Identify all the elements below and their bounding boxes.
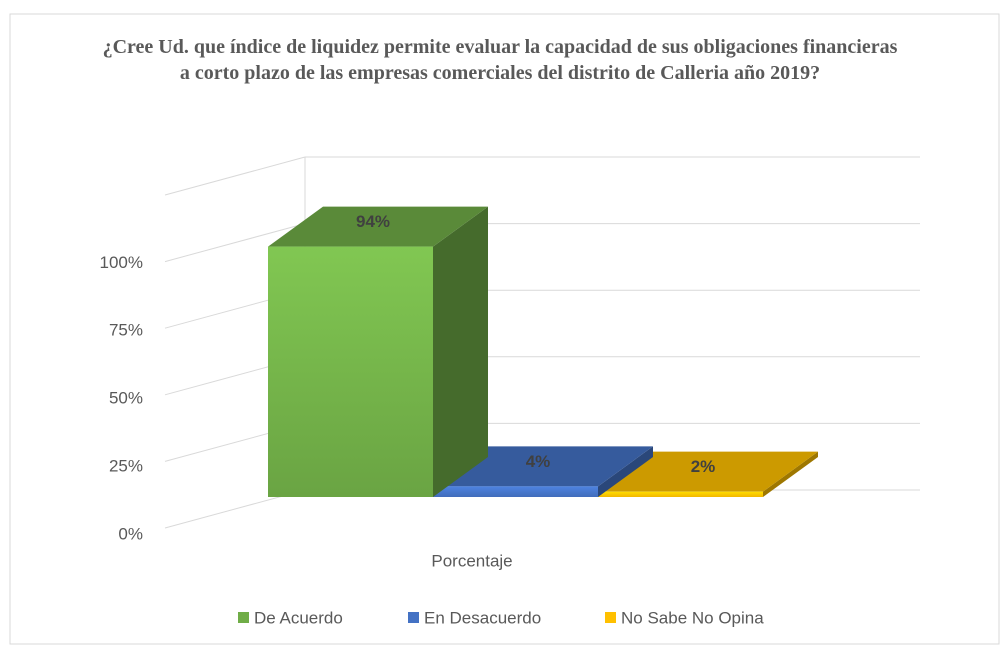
y-tick-label: 75% (109, 321, 143, 340)
chart-title: ¿Cree Ud. que índice de liquidez permite… (102, 36, 898, 84)
data-label: 4% (526, 452, 551, 471)
legend-label: De Acuerdo (254, 608, 343, 627)
legend-swatch (408, 612, 419, 623)
legend-swatch (605, 612, 616, 623)
data-label: 94% (356, 212, 390, 231)
y-tick-label: 0% (118, 524, 143, 543)
bar-side (598, 446, 653, 497)
chart-border (9, 13, 1000, 645)
bar (598, 491, 763, 497)
bar-top (598, 451, 818, 492)
bar-top (268, 206, 488, 247)
bar (433, 486, 598, 497)
bar-side (433, 206, 488, 498)
y-tick-label: 100% (100, 253, 143, 272)
wall-edge (164, 156, 306, 196)
legend-swatch (238, 612, 249, 623)
bar (268, 246, 433, 497)
legend-label: En Desacuerdo (424, 608, 541, 627)
bar-side (763, 451, 818, 497)
data-label: 2% (691, 457, 716, 476)
legend-label: No Sabe No Opina (621, 608, 764, 627)
y-tick-label: 25% (109, 457, 143, 476)
grid-line (164, 223, 306, 263)
x-tick-label: Porcentaje (431, 551, 512, 570)
y-tick-label: 50% (109, 389, 143, 408)
